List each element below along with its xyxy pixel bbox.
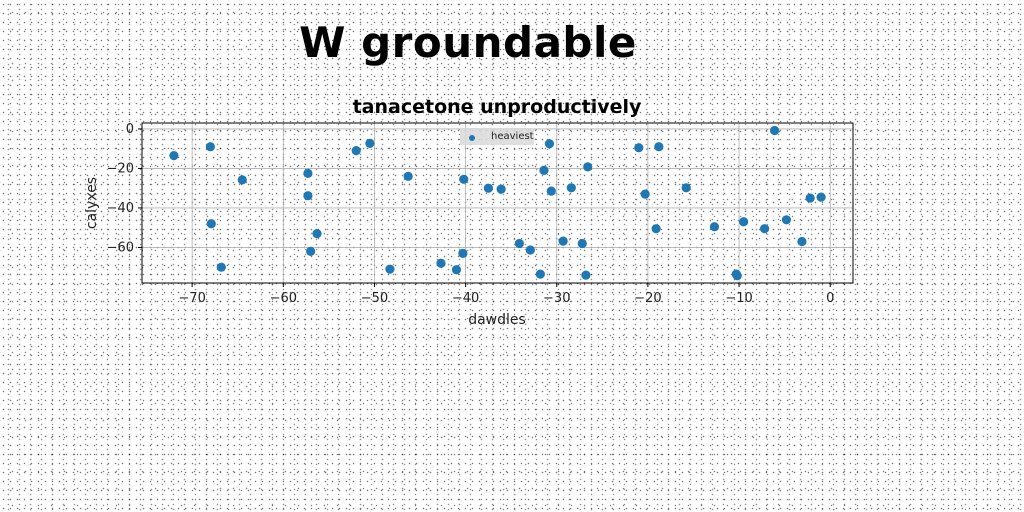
data-point — [640, 189, 650, 199]
data-point — [581, 270, 591, 280]
data-point — [577, 238, 587, 249]
x-ticks: −70 −60 −50 −40 −30 −20 −10 0 — [178, 283, 834, 306]
data-point — [312, 229, 322, 239]
data-point — [535, 269, 545, 279]
data-point — [539, 165, 549, 176]
grid-lines — [142, 123, 853, 283]
data-point — [206, 219, 216, 229]
data-point — [770, 125, 780, 136]
data-point — [483, 183, 493, 193]
x-axis-label: dawdles — [468, 312, 526, 328]
legend-box — [460, 128, 534, 145]
data-point — [216, 262, 226, 272]
data-point — [385, 264, 395, 274]
data-point — [451, 265, 462, 275]
data-point — [306, 246, 316, 256]
x-tick-label: −10 — [725, 291, 752, 306]
data-point — [759, 224, 770, 234]
data-point — [544, 139, 555, 149]
data-point — [634, 143, 644, 153]
data-point — [739, 217, 749, 227]
data-point — [237, 175, 247, 185]
data-point — [205, 142, 215, 152]
data-point — [365, 138, 375, 148]
data-point — [459, 174, 469, 184]
data-point — [351, 146, 361, 156]
data-point — [709, 222, 720, 232]
data-point — [303, 168, 313, 178]
data-points — [169, 125, 826, 281]
chart-title: tanacetone unproductively — [353, 96, 642, 118]
y-tick-label: −40 — [107, 201, 134, 216]
x-tick-label: 0 — [826, 291, 834, 306]
data-point — [514, 238, 524, 249]
data-point — [436, 258, 446, 268]
x-tick-label: −20 — [634, 291, 661, 306]
legend: heaviest — [460, 128, 534, 145]
legend-marker — [469, 135, 475, 141]
data-point — [583, 162, 593, 172]
data-point — [525, 245, 535, 255]
plot-area-frame — [141, 122, 854, 284]
x-tick-label: −40 — [452, 291, 479, 306]
data-point — [496, 184, 506, 194]
y-tick-label: −60 — [107, 240, 134, 255]
data-point — [732, 271, 742, 281]
y-tick-label: 0 — [126, 122, 134, 137]
x-tick-label: −60 — [270, 291, 297, 306]
data-point — [546, 186, 556, 196]
data-point — [303, 191, 313, 201]
data-point — [797, 236, 807, 247]
data-point — [654, 142, 664, 152]
x-tick-label: −30 — [543, 291, 570, 306]
data-point — [458, 248, 468, 258]
x-tick-label: −50 — [361, 291, 388, 306]
data-point — [558, 236, 568, 246]
data-point — [816, 192, 826, 202]
data-point — [781, 215, 792, 225]
y-ticks: 0 −20 −40 −60 — [107, 122, 142, 255]
data-point — [651, 224, 661, 234]
data-point — [681, 183, 691, 193]
data-point — [169, 150, 179, 161]
legend-label: heaviest — [491, 131, 534, 142]
data-point — [566, 183, 576, 193]
y-axis-label: calyxes — [84, 177, 100, 229]
data-point — [403, 171, 413, 181]
page-title: W groundable — [299, 18, 637, 67]
data-point — [805, 193, 815, 203]
y-tick-label: −20 — [107, 161, 134, 176]
x-tick-label: −70 — [178, 291, 205, 306]
